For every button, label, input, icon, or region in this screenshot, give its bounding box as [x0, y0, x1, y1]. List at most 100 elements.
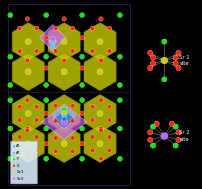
Bar — [8, 4, 130, 185]
Circle shape — [90, 105, 95, 109]
Circle shape — [61, 69, 67, 75]
Text: O: O — [16, 164, 19, 168]
Circle shape — [35, 148, 39, 153]
Circle shape — [97, 39, 103, 45]
Circle shape — [176, 65, 181, 71]
Text: Sr2: Sr2 — [16, 177, 24, 181]
Polygon shape — [53, 110, 76, 129]
Polygon shape — [53, 106, 76, 125]
Polygon shape — [84, 94, 116, 132]
Circle shape — [99, 128, 103, 133]
Circle shape — [61, 141, 67, 147]
Circle shape — [162, 39, 167, 44]
Circle shape — [117, 126, 122, 131]
Circle shape — [80, 156, 85, 161]
Circle shape — [25, 126, 29, 131]
Polygon shape — [48, 125, 80, 163]
Circle shape — [80, 13, 85, 18]
Circle shape — [13, 158, 15, 161]
Circle shape — [44, 36, 48, 40]
Text: Al: Al — [16, 151, 21, 155]
Circle shape — [13, 145, 15, 148]
Circle shape — [154, 121, 159, 126]
Circle shape — [117, 54, 122, 59]
Text: Al: Al — [16, 144, 21, 149]
Circle shape — [53, 49, 58, 53]
Circle shape — [97, 69, 103, 75]
Circle shape — [18, 118, 22, 122]
Text: F: F — [16, 157, 19, 161]
Polygon shape — [12, 125, 44, 163]
Circle shape — [99, 126, 103, 131]
Circle shape — [162, 77, 167, 82]
Circle shape — [61, 39, 67, 45]
Circle shape — [97, 110, 103, 116]
Circle shape — [173, 143, 178, 148]
FancyBboxPatch shape — [11, 141, 37, 184]
Circle shape — [18, 26, 22, 31]
Circle shape — [35, 118, 39, 122]
Circle shape — [90, 135, 95, 139]
Circle shape — [35, 135, 39, 139]
Circle shape — [53, 119, 58, 123]
Circle shape — [18, 148, 22, 153]
Polygon shape — [12, 53, 44, 91]
Circle shape — [62, 58, 66, 63]
Circle shape — [99, 98, 103, 102]
Circle shape — [61, 119, 67, 125]
Circle shape — [44, 156, 49, 161]
Circle shape — [13, 152, 15, 154]
Circle shape — [80, 36, 84, 40]
Circle shape — [50, 36, 56, 41]
Polygon shape — [48, 94, 80, 132]
Circle shape — [80, 111, 84, 116]
Circle shape — [8, 83, 13, 88]
Circle shape — [80, 54, 85, 59]
Circle shape — [80, 66, 84, 70]
Circle shape — [80, 141, 84, 146]
Circle shape — [61, 110, 67, 116]
Circle shape — [147, 50, 153, 56]
Circle shape — [90, 49, 95, 53]
Circle shape — [70, 136, 75, 140]
Circle shape — [70, 119, 75, 123]
Circle shape — [8, 13, 13, 18]
Polygon shape — [84, 125, 116, 163]
Circle shape — [44, 126, 49, 131]
Circle shape — [35, 26, 39, 31]
Circle shape — [25, 98, 29, 102]
Circle shape — [90, 148, 95, 153]
Circle shape — [53, 104, 58, 108]
Circle shape — [169, 121, 175, 126]
Text: Sr 1
site: Sr 1 site — [179, 55, 190, 66]
Circle shape — [25, 128, 29, 133]
Circle shape — [70, 49, 75, 53]
Circle shape — [44, 83, 49, 88]
Polygon shape — [40, 25, 66, 51]
Circle shape — [107, 26, 112, 31]
Circle shape — [53, 136, 58, 140]
Circle shape — [107, 49, 112, 53]
Circle shape — [62, 114, 66, 118]
Polygon shape — [12, 94, 44, 132]
Circle shape — [44, 98, 49, 103]
Circle shape — [8, 98, 13, 103]
Polygon shape — [12, 23, 44, 60]
Circle shape — [176, 137, 181, 143]
Polygon shape — [84, 23, 116, 60]
Circle shape — [44, 66, 48, 70]
Circle shape — [117, 13, 122, 18]
Circle shape — [80, 83, 85, 88]
Text: Sr 2
site: Sr 2 site — [179, 130, 190, 142]
Circle shape — [107, 118, 112, 122]
Circle shape — [35, 105, 39, 109]
Circle shape — [35, 49, 39, 53]
Circle shape — [117, 98, 122, 103]
Circle shape — [107, 148, 112, 153]
Circle shape — [176, 50, 181, 56]
Circle shape — [173, 61, 178, 66]
Circle shape — [99, 156, 103, 161]
Polygon shape — [48, 53, 80, 91]
Circle shape — [8, 126, 13, 131]
Circle shape — [62, 17, 66, 21]
